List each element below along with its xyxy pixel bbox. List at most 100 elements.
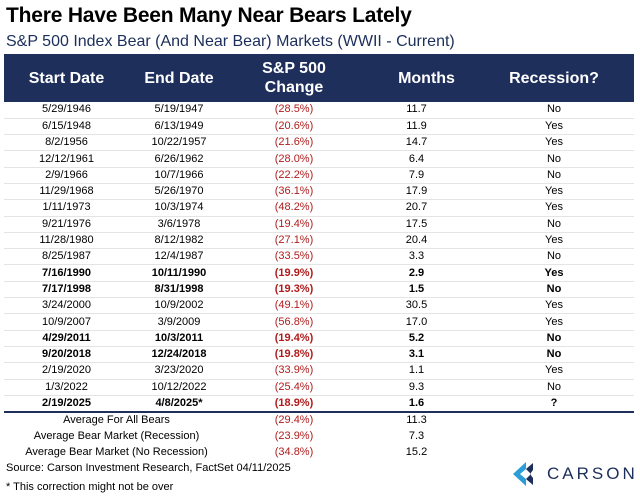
cell-start-date: 7/16/1990	[4, 264, 129, 282]
cell-end-date: 12/24/2018	[129, 346, 229, 364]
cell-start-date: 2/19/2020	[4, 362, 129, 380]
cell-change: (27.1%)	[229, 232, 359, 250]
table-row: 3/24/2000 10/9/2002 (49.1%) 30.5 Yes	[4, 297, 634, 315]
source-note: Source: Carson Investment Research, Fact…	[6, 462, 291, 474]
table-row: 2/19/2020 3/23/2020 (33.9%) 1.1 Yes	[4, 362, 634, 380]
average-months: 7.3	[408, 429, 425, 442]
cell-recession: No	[474, 281, 634, 299]
cell-start-date: 6/15/1948	[4, 118, 129, 136]
table-row: 7/16/1990 10/11/1990 (19.9%) 2.9 Yes	[4, 264, 634, 282]
cell-start-date: 10/9/2007	[4, 313, 129, 331]
cell-end-date: 3/9/2009	[129, 313, 229, 331]
carson-logo-icon	[513, 462, 533, 486]
cell-change: (19.3%)	[229, 281, 359, 299]
table-row: 7/17/1998 8/31/1998 (19.3%) 1.5 No	[4, 281, 634, 299]
cell-months: 30.5	[359, 297, 474, 315]
footnote: * This correction might not be over	[6, 481, 174, 493]
table-row: 1/11/1973 10/3/1974 (48.2%) 20.7 Yes	[4, 199, 634, 217]
cell-start-date: 1/3/2022	[4, 379, 129, 396]
average-months: 15.2	[405, 446, 428, 459]
cell-end-date: 6/26/1962	[129, 150, 229, 168]
cell-start-date: 7/17/1998	[4, 281, 129, 299]
cell-end-date: 10/11/1990	[129, 264, 229, 282]
average-months: 11.3	[359, 410, 474, 429]
cell-change: (33.9%)	[229, 362, 359, 380]
table-row: 6/15/1948 6/13/1949 (20.6%) 11.9 Yes	[4, 118, 634, 136]
cell-recession: ?	[474, 395, 634, 413]
cell-change: (19.9%)	[229, 264, 359, 282]
average-change: (23.9%)	[274, 429, 314, 442]
cell-end-date: 8/31/1998	[129, 281, 229, 299]
cell-end-date: 10/7/1966	[129, 167, 229, 184]
table-row: 2/9/1966 10/7/1966 (22.2%) 7.9 No	[4, 167, 634, 184]
average-change: (34.8%)	[274, 446, 314, 459]
table-row: 2/19/2025 4/8/2025* (18.9%) 1.6?	[4, 395, 634, 413]
cell-end-date: 10/3/1974	[129, 199, 229, 217]
carson-logo: CARSON	[511, 460, 638, 488]
cell-months: 7.9	[359, 167, 474, 184]
cell-end-date: 12/4/1987	[129, 248, 229, 266]
cell-start-date: 3/24/2000	[4, 297, 129, 315]
average-row: Average For All Bears (29.4%) 11.3	[4, 410, 634, 429]
cell-change: (25.4%)	[229, 379, 359, 396]
cell-months: 17.0	[359, 313, 474, 331]
cell-end-date: 10/9/2002	[129, 297, 229, 315]
average-label: Average Bear Market (Recession)	[33, 429, 200, 442]
cell-recession: Yes	[474, 313, 634, 331]
cell-recession: No	[474, 248, 634, 266]
cell-change: (19.8%)	[229, 346, 359, 364]
cell-change: (19.4%)	[229, 330, 359, 347]
cell-months: 9.3	[359, 379, 474, 396]
cell-end-date: 6/13/1949	[129, 118, 229, 136]
cell-start-date: 5/29/1946	[4, 102, 129, 119]
cell-change: (56.8%)	[229, 313, 359, 331]
cell-change: (36.1%)	[229, 183, 359, 201]
cell-months: 17.5	[359, 216, 474, 233]
cell-end-date: 5/19/1947	[129, 102, 229, 119]
cell-change: (20.6%)	[229, 118, 359, 136]
cell-recession: Yes	[474, 264, 634, 282]
table-row: 10/9/2007 3/9/2009 (56.8%) 17.0 Yes	[4, 313, 634, 331]
cell-months: 11.9	[359, 118, 474, 136]
cell-start-date: 11/29/1968	[4, 183, 129, 201]
bear-markets-table: Start Date End Date S&P 500 Change Month…	[4, 54, 634, 461]
cell-change: (28.0%)	[229, 150, 359, 168]
cell-change: (33.5%)	[229, 248, 359, 266]
average-recession-empty	[474, 410, 634, 429]
header-start-date: Start Date	[28, 69, 105, 87]
cell-end-date: 5/26/1970	[129, 183, 229, 201]
header-recession: Recession?	[509, 69, 599, 87]
cell-end-date: 10/3/2011	[129, 330, 229, 347]
logo-text: CARSON	[547, 464, 638, 483]
cell-months: 6.4	[359, 150, 474, 168]
header-months: Months	[398, 69, 455, 87]
cell-recession: Yes	[474, 362, 634, 380]
header-change-line1: S&P 500	[262, 60, 326, 77]
cell-recession: Yes	[474, 232, 634, 250]
table-row: 9/21/1976 3/6/1978 (19.4%) 17.5 No	[4, 216, 634, 233]
cell-months: 3.3	[359, 248, 474, 266]
cell-recession: Yes	[474, 134, 634, 152]
cell-recession: No	[474, 150, 634, 168]
cell-recession: No	[474, 102, 634, 119]
cell-recession: No	[474, 167, 634, 184]
cell-months: 20.4	[359, 232, 474, 250]
cell-change: (28.5%)	[229, 102, 359, 119]
cell-recession: Yes	[474, 297, 634, 315]
cell-start-date: 8/2/1956	[4, 134, 129, 152]
cell-months: 5.2	[359, 330, 474, 347]
cell-end-date: 3/23/2020	[129, 362, 229, 380]
cell-start-date: 2/19/2025	[4, 395, 129, 413]
cell-change: (49.1%)	[229, 297, 359, 315]
cell-end-date: 4/8/2025*	[129, 395, 229, 413]
cell-months: 20.7	[359, 199, 474, 217]
table-row: 11/28/1980 8/12/1982 (27.1%) 20.4 Yes	[4, 232, 634, 250]
cell-months: 1.6	[359, 395, 474, 413]
cell-recession: No	[474, 330, 634, 347]
cell-end-date: 10/22/1957	[129, 134, 229, 152]
cell-months: 14.7	[359, 134, 474, 152]
cell-months: 1.1	[359, 362, 474, 380]
cell-start-date: 1/11/1973	[4, 199, 129, 217]
cell-change: (19.4%)	[229, 216, 359, 233]
cell-start-date: 9/21/1976	[4, 216, 129, 233]
